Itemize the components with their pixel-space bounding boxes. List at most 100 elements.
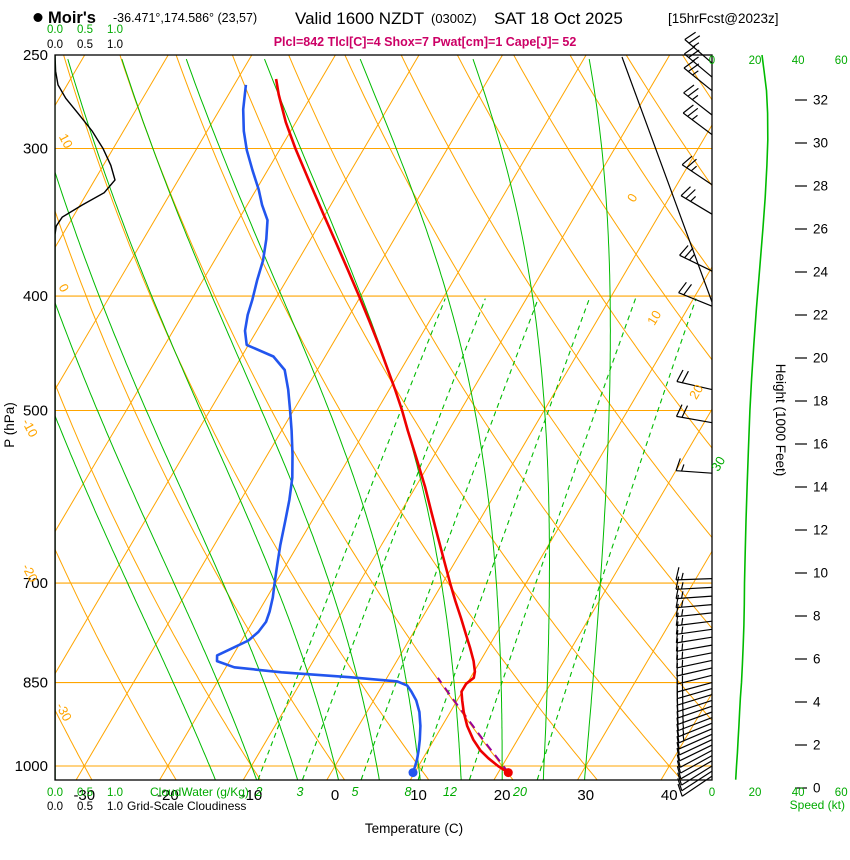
wind-barb-half-feather	[681, 464, 685, 472]
isotherm-line	[159, 55, 587, 780]
wind-barb	[677, 775, 713, 797]
wind-barb-half-feather	[681, 651, 684, 659]
wind-barb-shaft	[679, 749, 713, 768]
wind-barb-feather	[684, 45, 696, 55]
moist-adiabat-line	[121, 58, 380, 780]
wind-barb-feather	[675, 621, 679, 635]
wind-barb-half-feather	[680, 582, 684, 590]
moist-adiabat-line	[264, 58, 462, 780]
grid-inline-label: 30	[708, 454, 728, 474]
dry-adiabat-line	[119, 55, 514, 780]
wind-barb-shaft	[681, 164, 713, 186]
temperature-tick-label: 20	[494, 787, 511, 804]
wind-barb-half-feather	[681, 617, 684, 625]
cloudiness-scale-label-top: 1.0	[107, 39, 123, 51]
pressure-axis-title: P (hPa)	[2, 402, 17, 448]
isotherm-line	[75, 55, 503, 780]
cloudiness-curve	[55, 55, 116, 780]
mixing-ratio-label: 5	[352, 785, 359, 799]
cloudiness-scale-label-bottom: 0.5	[77, 801, 93, 813]
wind-barb-feather	[676, 736, 680, 749]
wind-barb-feather	[683, 284, 692, 296]
wind-barb	[675, 576, 713, 590]
wind-barb-feather	[682, 104, 694, 114]
dry-adiabat-line	[513, 55, 712, 361]
wind-barb-feather	[679, 245, 689, 256]
wind-barb-half-feather	[681, 591, 684, 599]
wind-barb-half-feather	[681, 643, 684, 651]
wind-barb-feather	[680, 186, 691, 197]
isotherm-line	[577, 550, 712, 780]
wind-barb	[675, 585, 713, 600]
wind-barb-shaft	[681, 775, 713, 797]
wind-barb-feather	[677, 772, 683, 786]
speed-tick-label-top: 0	[709, 55, 715, 67]
isotherm-line	[326, 124, 712, 780]
grid-inline-label: 10	[56, 131, 76, 151]
wind-barb	[683, 84, 713, 116]
wind-barb	[675, 458, 713, 474]
speed-tick-label-top: 20	[749, 55, 762, 67]
cloudwater-scale-label-bottom: 0.5	[77, 787, 93, 799]
wind-barb-feather	[675, 612, 679, 626]
dry-adiabat-line	[55, 382, 261, 780]
stability-stats-line: Plcl=842 Tlcl[C]=4 Shox=7 Pwat[cm]=1 Cap…	[274, 35, 577, 49]
wind-barb-feather	[676, 760, 682, 774]
grid-inline-label: 0	[624, 191, 641, 205]
height-tick-label: 2	[813, 738, 821, 753]
coords-label: -36.471°,174.586° (23,57)	[113, 11, 257, 25]
dry-adiabat-line	[63, 55, 430, 780]
wind-barb-feather	[677, 778, 683, 791]
height-tick-label: 26	[813, 222, 828, 237]
wind-speed-layer	[734, 54, 769, 780]
wind-barb	[680, 186, 713, 215]
wind-barb-half-feather	[692, 42, 700, 48]
plot-area	[55, 55, 850, 780]
wind-barb-shaft	[682, 112, 713, 136]
moist-adiabat-line	[67, 58, 340, 780]
height-axis-title: Height (1000 Feet)	[773, 364, 788, 477]
wind-barb-half-feather	[681, 600, 684, 608]
wind-barb	[675, 629, 713, 644]
wind-barb-half-feather	[692, 56, 699, 62]
parcel-curve	[437, 677, 510, 774]
mixing-ratio-label: 20	[512, 785, 527, 799]
wind-barb-feather	[685, 189, 696, 199]
wind-barb-half-feather	[689, 254, 695, 261]
cloudwater-scale-label-top: 1.0	[107, 24, 123, 36]
mixing-ratio-line	[257, 298, 446, 780]
pressure-tick-label: 850	[23, 675, 48, 692]
wind-barb-feather	[676, 766, 682, 779]
wind-barb	[682, 104, 713, 136]
isotherm-line	[409, 266, 712, 780]
wind-barb-feather	[683, 84, 695, 94]
wind-barb-feather	[684, 31, 696, 40]
wind-barb-feather	[681, 370, 689, 383]
dry-adiabat-line	[739, 55, 850, 780]
wind-barb-feather	[677, 783, 683, 797]
speed-axis-title: Speed (kt)	[790, 798, 845, 812]
wind-barb-feather	[684, 247, 694, 259]
dry-adiabat-line	[55, 209, 345, 780]
moist-adiabat-line	[359, 58, 503, 780]
cloudiness-scale-label-bottom: 1.0	[107, 801, 123, 813]
height-tick-label: 28	[813, 179, 828, 194]
pressure-tick-label: 300	[23, 141, 48, 158]
wind-barb-shaft	[680, 195, 713, 215]
temperature-tick-label: -30	[73, 787, 95, 804]
wind-barb	[677, 765, 713, 786]
isotherm-line	[493, 408, 712, 780]
moist-adiabat-line	[584, 59, 611, 780]
forecast-tag: [15hrFcst@2023z]	[668, 11, 779, 26]
valid-date-label: SAT 18 Oct 2025	[494, 9, 623, 28]
wind-barb	[676, 369, 713, 391]
site-name: Moir's	[48, 9, 96, 27]
pressure-tick-label: 700	[23, 575, 48, 592]
wind-barb-feather	[675, 567, 680, 581]
wind-barb	[675, 638, 713, 652]
wind-barb	[675, 404, 713, 424]
cloudwater-axis-title: CloudWater (g/Kg)	[150, 785, 249, 799]
moist-adiabat-line	[55, 414, 216, 780]
wind-barb-feather	[681, 155, 693, 166]
